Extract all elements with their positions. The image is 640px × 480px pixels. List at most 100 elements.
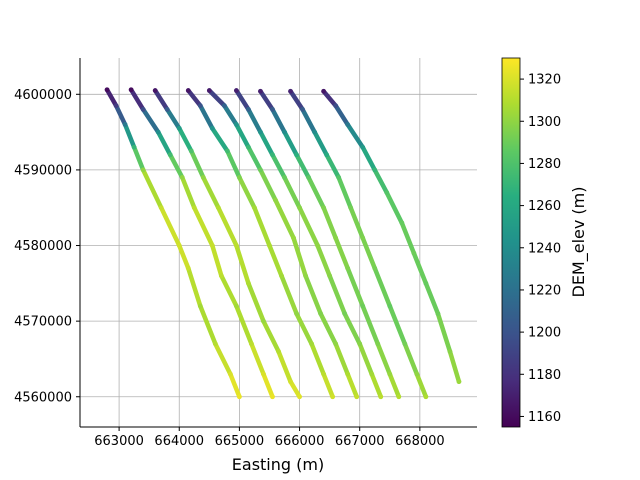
track-segment: [324, 152, 341, 180]
track-segment: [128, 87, 146, 112]
data-point: [197, 303, 203, 309]
track-segment: [210, 243, 224, 279]
track-1: [104, 87, 242, 400]
track-segment: [345, 265, 365, 309]
data-point: [375, 341, 381, 347]
track-segment: [189, 148, 206, 180]
x-tick-label: 665000: [215, 434, 265, 449]
track-segment: [140, 167, 164, 210]
track-segment: [216, 205, 239, 248]
track-segment: [201, 175, 221, 210]
data-point: [423, 280, 429, 286]
colorbar: 1160 1180 1200 1220 1240 1260 1280 1300 1320 DEM…: [501, 57, 589, 428]
data-point: [188, 148, 194, 154]
data-point: [158, 205, 164, 211]
track-segment: [246, 281, 266, 324]
colorbar-tick-label: 1260: [528, 199, 561, 214]
y-tick-label: 4560000: [14, 390, 72, 405]
data-point: [348, 205, 354, 211]
data-point: [399, 220, 405, 226]
track-segment: [152, 88, 170, 112]
data-point: [131, 144, 137, 150]
data-point: [276, 348, 281, 354]
data-point: [206, 88, 212, 93]
track-segment: [273, 197, 296, 241]
track-segment: [122, 122, 137, 150]
data-point: [288, 88, 293, 94]
track-segment: [414, 371, 429, 400]
data-point: [258, 167, 263, 173]
track-segment: [276, 349, 293, 384]
data-point: [167, 152, 173, 158]
track-segment: [348, 205, 365, 241]
track-segment: [177, 126, 194, 154]
track-segment: [387, 303, 408, 347]
track-segment: [258, 89, 275, 112]
track-8: [288, 88, 429, 400]
data-point: [233, 303, 239, 309]
data-point: [155, 129, 161, 135]
track-segment: [402, 341, 420, 377]
track-segment: [213, 341, 233, 377]
data-point: [233, 122, 239, 127]
data-point: [128, 87, 134, 93]
data-point: [447, 348, 453, 354]
data-point: [282, 129, 287, 135]
track-segment: [321, 205, 338, 241]
track-segment: [225, 148, 242, 180]
track-segment: [306, 175, 326, 210]
track-segment: [258, 129, 275, 158]
data-point: [237, 175, 242, 180]
data-point: [140, 167, 146, 173]
data-point: [246, 280, 251, 286]
track-segment: [375, 341, 393, 377]
track-segment: [198, 303, 218, 347]
y-tick-label: 4590000: [14, 163, 72, 178]
data-point: [324, 152, 330, 158]
track-segment: [261, 371, 275, 400]
track-segment: [131, 144, 146, 173]
y-tick-label: 4570000: [14, 315, 72, 330]
data-point: [294, 311, 299, 316]
track-segment: [297, 205, 320, 248]
track-segment: [270, 107, 287, 135]
track-segment: [228, 371, 242, 400]
data-point: [270, 394, 275, 400]
track-segment: [237, 175, 257, 210]
track-segment: [104, 87, 119, 108]
track-segment: [282, 129, 299, 158]
track-segment: [300, 107, 317, 135]
data-point: [122, 122, 128, 127]
track-segment: [360, 303, 380, 347]
data-point: [333, 235, 339, 241]
data-point: [152, 88, 158, 93]
track-segment: [258, 167, 278, 203]
data-point: [372, 167, 378, 173]
track-segment: [186, 88, 203, 108]
data-point: [261, 371, 266, 377]
track-segment: [167, 152, 185, 180]
y-tick-label: 4600000: [14, 88, 72, 103]
track-segment: [294, 152, 311, 180]
data-point: [218, 273, 224, 279]
track-6: [233, 88, 384, 400]
data-point: [246, 144, 251, 150]
data-point: [179, 175, 185, 180]
track-segment: [345, 371, 359, 400]
data-point: [176, 243, 182, 248]
x-tick-label: 666000: [275, 434, 325, 449]
track-segment: [249, 341, 266, 377]
data-point: [237, 394, 242, 400]
data-point: [176, 125, 182, 131]
data-point: [360, 303, 366, 309]
colorbar-tick-label: 1280: [528, 157, 561, 172]
track-segment: [270, 152, 287, 180]
track-segment: [291, 235, 308, 279]
data-point: [282, 175, 287, 180]
track-segment: [288, 379, 302, 400]
track-segment: [234, 122, 251, 150]
data-point: [104, 87, 110, 93]
data-point: [357, 341, 363, 347]
data-point: [345, 371, 351, 377]
colorbar-tick-label: 1160: [528, 410, 561, 425]
